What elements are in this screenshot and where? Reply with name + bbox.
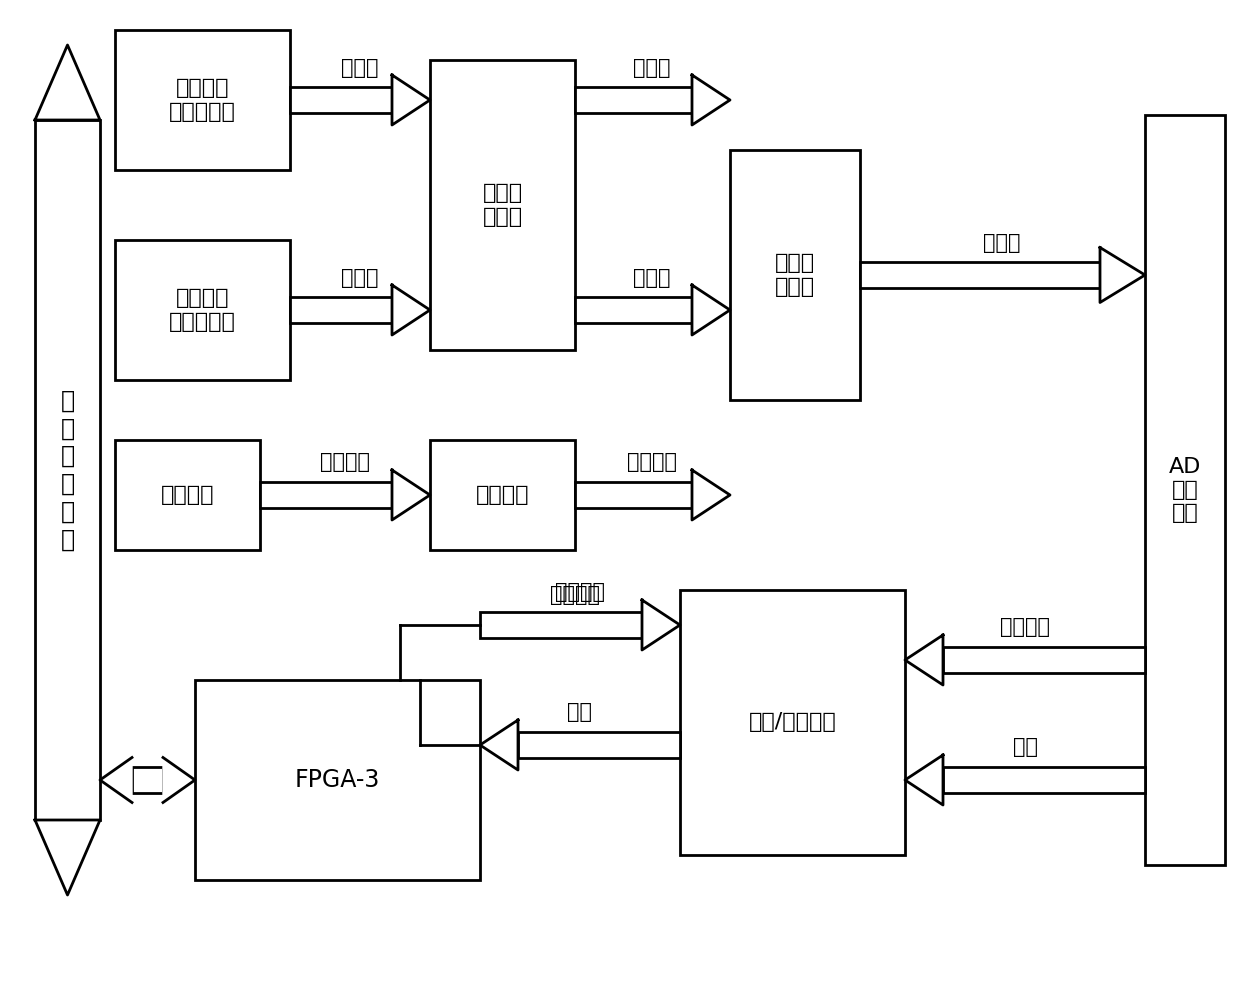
Bar <box>575 297 692 323</box>
Text: FPGA-3: FPGA-3 <box>295 768 381 792</box>
Polygon shape <box>392 470 430 520</box>
Bar <box>575 87 692 113</box>
Polygon shape <box>1100 247 1145 303</box>
Bar <box>942 767 1145 793</box>
Text: 模拟量: 模拟量 <box>634 58 671 78</box>
Bar <box>115 240 290 380</box>
Polygon shape <box>480 720 518 770</box>
Text: 控制信号: 控制信号 <box>999 617 1050 637</box>
Text: AD
采样
模块: AD 采样 模块 <box>1169 457 1202 523</box>
Text: 多路选
择模块: 多路选 择模块 <box>775 253 815 297</box>
Text: 电源信号: 电源信号 <box>627 452 677 472</box>
Text: 采样保
持模块: 采样保 持模块 <box>482 183 522 226</box>
Bar <box>115 30 290 170</box>
Text: 模拟量: 模拟量 <box>341 58 378 78</box>
Bar <box>131 767 162 793</box>
Polygon shape <box>392 75 430 125</box>
Bar <box>35 120 100 820</box>
Text: 模拟量: 模拟量 <box>634 268 671 288</box>
Text: 调理电路: 调理电路 <box>476 485 529 505</box>
Bar <box>430 60 575 350</box>
Bar <box>575 482 692 508</box>
Text: 数据: 数据 <box>1013 737 1038 757</box>
Polygon shape <box>35 820 100 895</box>
Polygon shape <box>905 755 942 805</box>
Text: 模拟输入
保护和滤波: 模拟输入 保护和滤波 <box>169 289 236 331</box>
Text: 数据: 数据 <box>568 702 593 722</box>
Bar <box>480 612 642 638</box>
Text: 控制信号: 控制信号 <box>556 582 605 602</box>
Polygon shape <box>692 470 730 520</box>
Bar <box>260 482 392 508</box>
Polygon shape <box>692 75 730 125</box>
Polygon shape <box>392 285 430 335</box>
Polygon shape <box>35 45 100 120</box>
Polygon shape <box>162 758 195 802</box>
Bar <box>430 440 575 550</box>
Text: 电源信号: 电源信号 <box>320 452 370 472</box>
Polygon shape <box>905 635 942 685</box>
Text: 模拟量: 模拟量 <box>983 233 1021 253</box>
Bar <box>518 732 680 758</box>
Polygon shape <box>100 758 131 802</box>
Polygon shape <box>692 285 730 335</box>
Bar <box>290 297 392 323</box>
Bar <box>942 647 1145 673</box>
Bar <box>115 440 260 550</box>
Bar <box>290 87 392 113</box>
Text: 模拟量: 模拟量 <box>341 268 378 288</box>
Text: 控制信号: 控制信号 <box>551 585 600 605</box>
Text: 板上电源: 板上电源 <box>161 485 215 505</box>
Text: 背
板
数
据
总
线: 背 板 数 据 总 线 <box>61 389 76 552</box>
Bar <box>680 590 905 855</box>
Bar <box>1145 115 1225 865</box>
Bar <box>861 262 1100 288</box>
Text: 模拟输入
保护和滤波: 模拟输入 保护和滤波 <box>169 78 236 122</box>
Bar <box>730 150 861 400</box>
Bar <box>195 680 480 880</box>
Text: 缓存/隔离模块: 缓存/隔离模块 <box>749 712 836 733</box>
Polygon shape <box>642 600 680 650</box>
